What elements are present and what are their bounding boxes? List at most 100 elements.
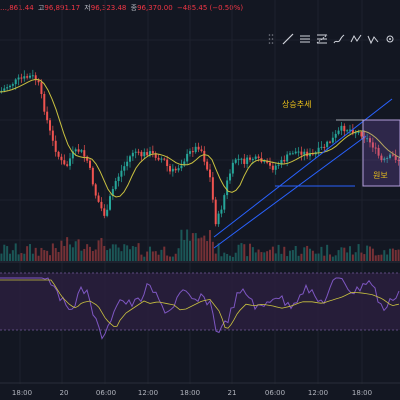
uptrend-label: 상승추세: [282, 100, 312, 109]
trend-line-lower: [213, 135, 367, 249]
candle-body: [40, 82, 43, 94]
candle-body: [203, 150, 206, 162]
trend-line-icon[interactable]: [282, 32, 294, 46]
volume-bar: [326, 244, 329, 261]
xabcd-icon[interactable]: [367, 32, 379, 46]
candle-body: [197, 146, 200, 150]
candle-body: [274, 165, 277, 170]
volume-bar: [174, 253, 177, 261]
volume-bar: [177, 248, 180, 261]
volume-bar: [69, 244, 71, 261]
time-tick: 21: [227, 389, 237, 397]
candle-body: [286, 154, 289, 162]
volume-bar: [137, 243, 140, 261]
candle-body: [229, 173, 231, 181]
volume-bar: [94, 249, 97, 261]
candle-body: [297, 151, 300, 153]
volume-bar: [146, 251, 149, 261]
volume-bar: [9, 253, 11, 261]
candle-body: [100, 201, 103, 209]
candle-body: [320, 146, 323, 148]
candle-body: [317, 147, 320, 153]
volume-bar: [180, 229, 183, 261]
candle-body: [243, 158, 246, 164]
volume-bar: [60, 240, 63, 261]
volume-bar: [54, 248, 57, 261]
volume-bar: [357, 244, 360, 261]
candle-body: [134, 151, 137, 153]
candle-body: [329, 141, 331, 143]
drag-handle-icon[interactable]: [265, 32, 277, 46]
candle-body: [86, 156, 89, 161]
candle-body: [71, 151, 74, 159]
candle-body: [340, 125, 343, 131]
candle-body: [237, 158, 240, 160]
volume-bar: [83, 248, 86, 261]
box-label: 원보: [373, 171, 388, 180]
volume-bar: [77, 239, 80, 261]
volume-bar: [229, 255, 231, 261]
volume-bar: [343, 247, 346, 261]
volume-bar: [274, 253, 277, 261]
volume-bar: [249, 243, 251, 261]
volume-bar: [149, 246, 151, 261]
close-label: 종: [130, 4, 138, 12]
candle-body: [374, 147, 377, 149]
volume-bar: [354, 252, 357, 261]
volume-bar: [43, 250, 46, 261]
candle-body: [131, 152, 134, 157]
candle-body: [63, 160, 66, 165]
volume-bar: [371, 248, 374, 261]
volume-bar: [97, 240, 100, 261]
change-value: −485.45 (−0.50%): [176, 4, 244, 12]
candle-body: [283, 159, 286, 162]
candle-body: [371, 142, 374, 148]
candle-body: [249, 157, 251, 160]
candle-body: [206, 161, 209, 170]
candle-body: [271, 165, 274, 170]
volume-bar: [349, 246, 351, 261]
volume-bar: [300, 253, 303, 261]
candle-body: [180, 165, 183, 169]
time-axis: 18:00 20 06:00 12:00 18:00 21 06:00 12:0…: [0, 384, 400, 400]
rsi-band: [0, 273, 400, 330]
candle-body: [377, 147, 380, 156]
time-tick: 18:00: [11, 389, 33, 397]
candle-body: [174, 168, 177, 171]
price-chart[interactable]: [0, 0, 400, 384]
volume-bar: [351, 254, 354, 261]
pattern-icon[interactable]: [350, 32, 362, 46]
volume-bar: [143, 256, 146, 261]
volume-bar: [309, 248, 311, 261]
volume-bar: [389, 248, 391, 261]
candle-body: [266, 160, 269, 163]
horizontal-lines-icon[interactable]: [299, 32, 311, 46]
volume-bar: [297, 255, 300, 261]
trend-line-upper: [213, 98, 393, 238]
fib-retracement-icon[interactable]: [316, 32, 328, 46]
candle-body: [111, 189, 114, 197]
time-tick: 12:00: [307, 389, 329, 397]
candle-body: [303, 151, 306, 155]
candle-body: [157, 157, 160, 160]
volume-bar: [397, 249, 400, 261]
candle-body: [346, 130, 349, 132]
candle-body: [54, 140, 57, 152]
low-value: 96,323.48: [90, 4, 127, 12]
volume-bar: [369, 246, 371, 261]
volume-bar: [26, 246, 29, 261]
candle-body: [3, 88, 6, 91]
low-label: 저: [84, 4, 91, 12]
volume-bar: [260, 252, 263, 261]
volume-bar: [337, 250, 340, 261]
brush-icon[interactable]: [333, 32, 345, 46]
volume-bar: [14, 243, 17, 261]
volume-bar: [66, 237, 69, 261]
volume-bar: [303, 247, 306, 261]
volume-bar: [277, 244, 280, 261]
settings-icon[interactable]: [384, 32, 396, 46]
volume-bar: [340, 247, 343, 261]
volume-bar: [366, 245, 369, 261]
candle-body: [77, 149, 80, 152]
